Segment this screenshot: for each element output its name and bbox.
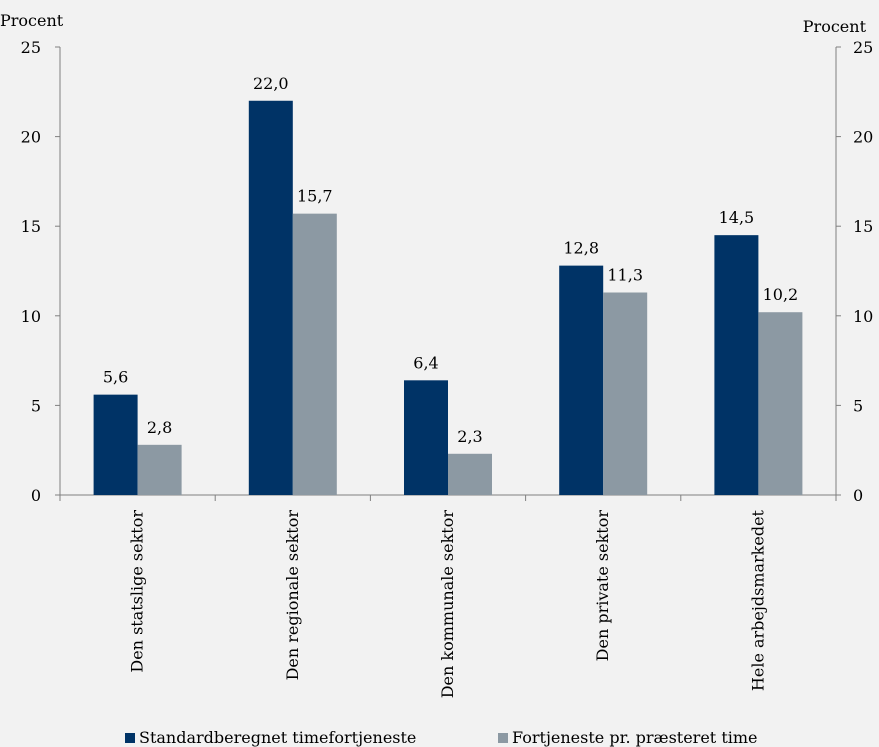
category-label: Den private sektor: [593, 510, 612, 662]
y-tick-label-right: 10: [853, 307, 873, 326]
bar-series-1: [93, 394, 138, 495]
category-label: Den statslige sektor: [128, 510, 147, 673]
bar-series-1: [714, 235, 759, 495]
category-label: Den kommunale sektor: [438, 510, 457, 699]
y-tick-label-left: 10: [21, 307, 41, 326]
y-tick-label-right: 0: [853, 486, 863, 505]
data-label: 6,4: [413, 353, 438, 372]
legend-label-series-2: Fortjeneste pr. præsteret time: [512, 728, 758, 747]
y-tick-label-right: 15: [853, 217, 873, 236]
y-axis-left-unit: Procent: [0, 11, 64, 30]
bar-series-2: [603, 292, 648, 495]
data-label: 5,6: [103, 368, 128, 387]
y-tick-label-left: 25: [21, 38, 41, 57]
data-label: 2,3: [457, 427, 482, 446]
y-axis-right-unit: Procent: [803, 17, 867, 36]
bar-series-2: [137, 444, 182, 495]
y-tick-label-right: 25: [853, 38, 873, 57]
y-tick-label-right: 5: [853, 396, 863, 415]
category-label: Hele arbejdsmarkedet: [748, 509, 767, 691]
bar-series-2: [758, 312, 803, 495]
bar-series-2: [292, 213, 337, 495]
y-tick-label-left: 0: [31, 486, 41, 505]
legend-swatch-series-1: [125, 733, 135, 743]
data-label: 12,8: [563, 239, 599, 258]
data-label: 15,7: [297, 187, 333, 206]
y-tick-label-left: 20: [21, 128, 41, 147]
legend: Standardberegnet timefortjeneste Fortjen…: [125, 728, 758, 747]
legend-swatch-series-2: [498, 733, 508, 743]
bar-series-1: [404, 380, 448, 495]
y-tick-label-left: 15: [21, 217, 41, 236]
data-label: 2,8: [147, 418, 172, 437]
legend-label-series-1: Standardberegnet timefortjeneste: [139, 728, 416, 747]
data-label: 11,3: [607, 266, 643, 285]
data-label: 10,2: [763, 285, 799, 304]
bar-series-2: [448, 453, 492, 495]
bar-series-1: [248, 100, 293, 495]
bar-series-1: [559, 265, 604, 495]
data-label: 14,5: [719, 208, 755, 227]
data-label: 22,0: [253, 74, 289, 93]
y-tick-label-right: 20: [853, 128, 873, 147]
category-label: Den regionale sektor: [283, 510, 302, 681]
y-tick-label-left: 5: [31, 396, 41, 415]
